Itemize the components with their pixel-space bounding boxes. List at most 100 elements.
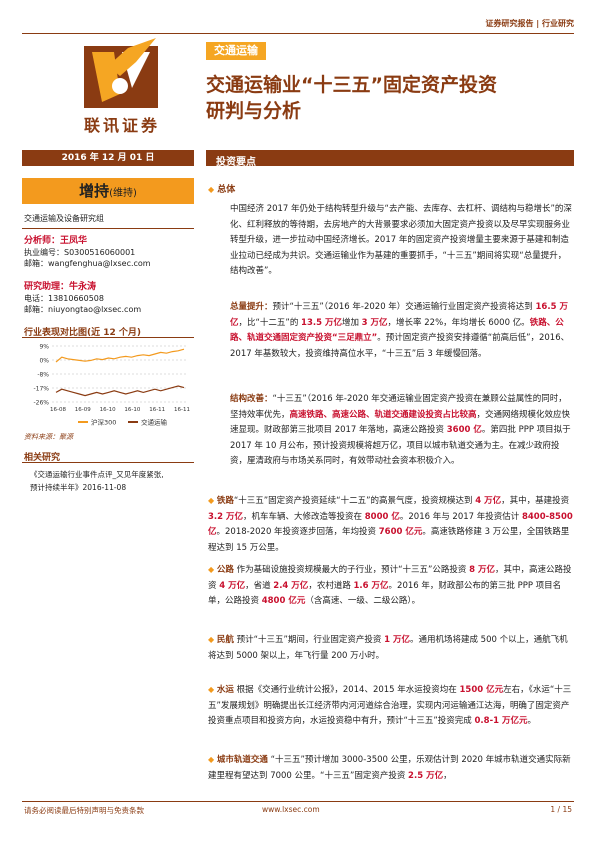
report-type-header: 证券研究报告 | 行业研究 bbox=[485, 19, 575, 28]
summary-paragraph-1: 中国经济 2017 年仍处于结构转型升级与“去产能、去库存、去杠杆、调结构与稳增… bbox=[230, 204, 572, 276]
diamond-bullet-icon: ◆ bbox=[208, 565, 215, 574]
summary-paragraph-2: 总量提升：预计“十三五”（2016 年-2020 年）交通运输行业固定资产投资将… bbox=[230, 300, 574, 362]
logo-mark-icon bbox=[84, 38, 158, 108]
text: “十三五”预计增加 3000-3500 公里，乐观估计到 2020 年城市轨道交… bbox=[208, 755, 571, 781]
value: 8400-8500 亿 bbox=[208, 511, 573, 538]
text: ，其中，基建投资 bbox=[501, 496, 570, 506]
text: 。通用机场将建成 500 个以上，通航飞机将达到 5000 架以上，年飞行量 2… bbox=[208, 635, 568, 661]
total-increase-label: 总量提升： bbox=[230, 302, 273, 312]
website-link[interactable]: www.lxsec.com bbox=[262, 805, 320, 814]
chart-divider bbox=[22, 337, 194, 338]
text: ，增长率 22%，年均增长 6000 亿。 bbox=[387, 317, 530, 328]
related-title: 相关研究 bbox=[24, 453, 61, 463]
x-tick-label: 16-11 bbox=[174, 407, 190, 413]
research-group: 交通运输及设备研究组 bbox=[24, 214, 104, 223]
text: 预计“十三五”（2016 年-2020 年）交通运输行业固定资产投资将达到 bbox=[272, 302, 536, 312]
value: 4 万亿 bbox=[475, 496, 502, 506]
page-number: 1 / 15 bbox=[550, 805, 572, 814]
x-tick-label: 16-10 bbox=[100, 407, 116, 413]
text: 。2016 年与 2017 年投资估计 bbox=[399, 511, 522, 522]
rating-main: 增持 bbox=[79, 182, 110, 200]
diamond-bullet-icon: ◆ bbox=[208, 185, 215, 194]
value: 3.2 万亿 bbox=[208, 511, 244, 522]
chart-title: 行业表现对比图(近 12 个月) bbox=[24, 328, 142, 338]
text: 。2016 年，财政部公布的第三批 PPP 项目名单，公路投资 bbox=[208, 580, 562, 607]
text: “十三五”（2016 年-2020 年交通运输业固定资产投资在兼顾公益属性的同时… bbox=[230, 394, 567, 420]
summary-title: 总体 bbox=[217, 185, 236, 195]
text: “十三五”固定资产投资延续“十二五”的高景气度，投资规模达到 bbox=[233, 496, 476, 506]
key-points-bar: 投资要点 bbox=[206, 150, 574, 168]
text: 。预计固定资产投资安排遵循“前高后低”，2016、2017 年基数较大，投资维持… bbox=[230, 333, 570, 359]
key-points-label: 投资要点 bbox=[216, 157, 256, 168]
chart-x-ticks: 16-08 16-09 16-10 16-10 16-11 16-11 bbox=[50, 407, 190, 413]
chart-lines bbox=[55, 348, 185, 397]
value: 0.8-1 万亿元 bbox=[474, 716, 528, 726]
metro-title: 城市轨道交通 bbox=[216, 755, 268, 765]
legend-label: 沪深300 bbox=[91, 418, 116, 427]
diamond-bullet-icon: ◆ bbox=[208, 635, 215, 644]
value: 4800 亿元 bbox=[261, 596, 306, 606]
legend-label: 交通运输 bbox=[141, 418, 168, 427]
water-paragraph: ◆ 水运 根据《交通行业统计公报》，2014、2015 年水运投资均在 1500… bbox=[208, 682, 574, 730]
report-title: 交通运输业“十三五”固定资产投资 研判与分析 bbox=[206, 72, 566, 124]
text: ， bbox=[443, 770, 452, 781]
value: 3 万亿 bbox=[361, 317, 388, 328]
text: ，机车车辆、大修改造等投资在 bbox=[243, 511, 365, 522]
rating-sub: (维持) bbox=[109, 188, 137, 199]
value: 8 万亿 bbox=[469, 565, 495, 575]
rail-paragraph: ◆ 铁路“十三五”固定资产投资延续“十二五”的高景气度，投资规模达到 4 万亿，… bbox=[208, 493, 574, 556]
aviation-paragraph: ◆ 民航 预计“十三五”期间，行业固定资产投资 1 万亿。通用机场将建成 500… bbox=[208, 632, 574, 664]
text: 。高速铁路修建 3 万公里，全国铁路里程达到 15 万公里。 bbox=[208, 527, 570, 553]
related-item[interactable]: 《交通运输行业事件点评_又见年度紧张, 预计持续半年》2016-11-08 bbox=[30, 468, 196, 494]
performance-chart: 9% 0% -8% -17% -26% 16-08 16-09 16-10 16-10 16-1… bbox=[33, 344, 190, 427]
y-tick-label: -26% bbox=[33, 400, 49, 407]
series-line-1 bbox=[55, 385, 185, 397]
header-divider bbox=[22, 33, 574, 34]
value: 3600 亿 bbox=[446, 425, 482, 435]
value: 13.5 万亿 bbox=[301, 317, 342, 328]
title-line-1: 交通运输业“十三五”固定资产投资 bbox=[206, 74, 497, 96]
text: ，农村道路 bbox=[308, 580, 354, 591]
x-tick-label: 16-09 bbox=[75, 407, 91, 413]
value: 7600 亿元 bbox=[378, 527, 423, 537]
disclaimer-note: 请务必阅读最后特别声明与免责条款 bbox=[24, 806, 144, 815]
chart-source: 资料来源：聚源 bbox=[24, 433, 73, 441]
value: 1500 亿元 bbox=[459, 685, 504, 695]
text: 根据《交通行业统计公报》，2014、2015 年水运投资均在 bbox=[233, 685, 460, 695]
related-item-line-1: 《交通运输行业事件点评_又见年度紧张, bbox=[30, 470, 164, 479]
aviation-title: 民航 bbox=[216, 635, 234, 645]
text: 。 bbox=[527, 716, 536, 726]
y-tick-label: 9% bbox=[39, 344, 49, 351]
assistant-phone: 电话：13810660508 bbox=[24, 294, 104, 303]
y-tick-label: 0% bbox=[39, 358, 49, 365]
rating-box: 增持(维持) bbox=[22, 178, 194, 204]
analyst-license: 执业编号：S0300516060001 bbox=[24, 248, 136, 257]
footer-divider bbox=[22, 801, 574, 802]
report-date: 2016 年 12 月 01 日 bbox=[22, 150, 194, 166]
y-tick-label: -17% bbox=[33, 386, 49, 393]
y-tick-label: -8% bbox=[37, 372, 49, 379]
analyst-email[interactable]: 邮箱：wangfenghua@lxsec.com bbox=[24, 259, 151, 268]
highlight: 铁路、公路、轨道交通固定资产投资“三足鼎立” bbox=[230, 317, 564, 344]
lianxun-logo bbox=[62, 36, 180, 132]
value: 4 万亿 bbox=[219, 580, 246, 591]
summary-heading: ◆ 总体 bbox=[208, 182, 235, 195]
value: 2.5 万亿 bbox=[408, 770, 444, 781]
assistant-email[interactable]: 邮箱：niuyongtao@lxsec.com bbox=[24, 305, 142, 314]
text: 增加 bbox=[341, 317, 362, 328]
analyst-block: 分析师：王凤华 执业编号：S0300516060001 邮箱：wangfengh… bbox=[24, 236, 194, 269]
summary-paragraph-3: 结构改善：“十三五”（2016 年-2020 年交通运输业固定资产投资在兼顾公益… bbox=[230, 392, 574, 470]
text: ，其中，高速公路投资 bbox=[208, 565, 572, 591]
text: 预计“十三五”期间，行业固定资产投资 bbox=[233, 635, 385, 645]
road-paragraph: ◆ 公路 作为基础设施投资规模最大的子行业，预计“十三五”公路投资 8 万亿，其… bbox=[208, 562, 574, 610]
value: 1 万亿 bbox=[384, 635, 410, 645]
rail-title: 铁路 bbox=[216, 496, 234, 506]
related-divider bbox=[22, 462, 194, 463]
title-line-2: 研判与分析 bbox=[206, 100, 302, 122]
x-tick-label: 16-08 bbox=[50, 407, 66, 413]
series-line-0 bbox=[55, 348, 185, 363]
logo-text: 联讯证券 bbox=[83, 116, 160, 135]
chart-grid bbox=[52, 345, 188, 403]
chart-legend: 沪深300 交通运输 bbox=[78, 418, 168, 427]
value: 2.4 万亿 bbox=[273, 580, 309, 591]
